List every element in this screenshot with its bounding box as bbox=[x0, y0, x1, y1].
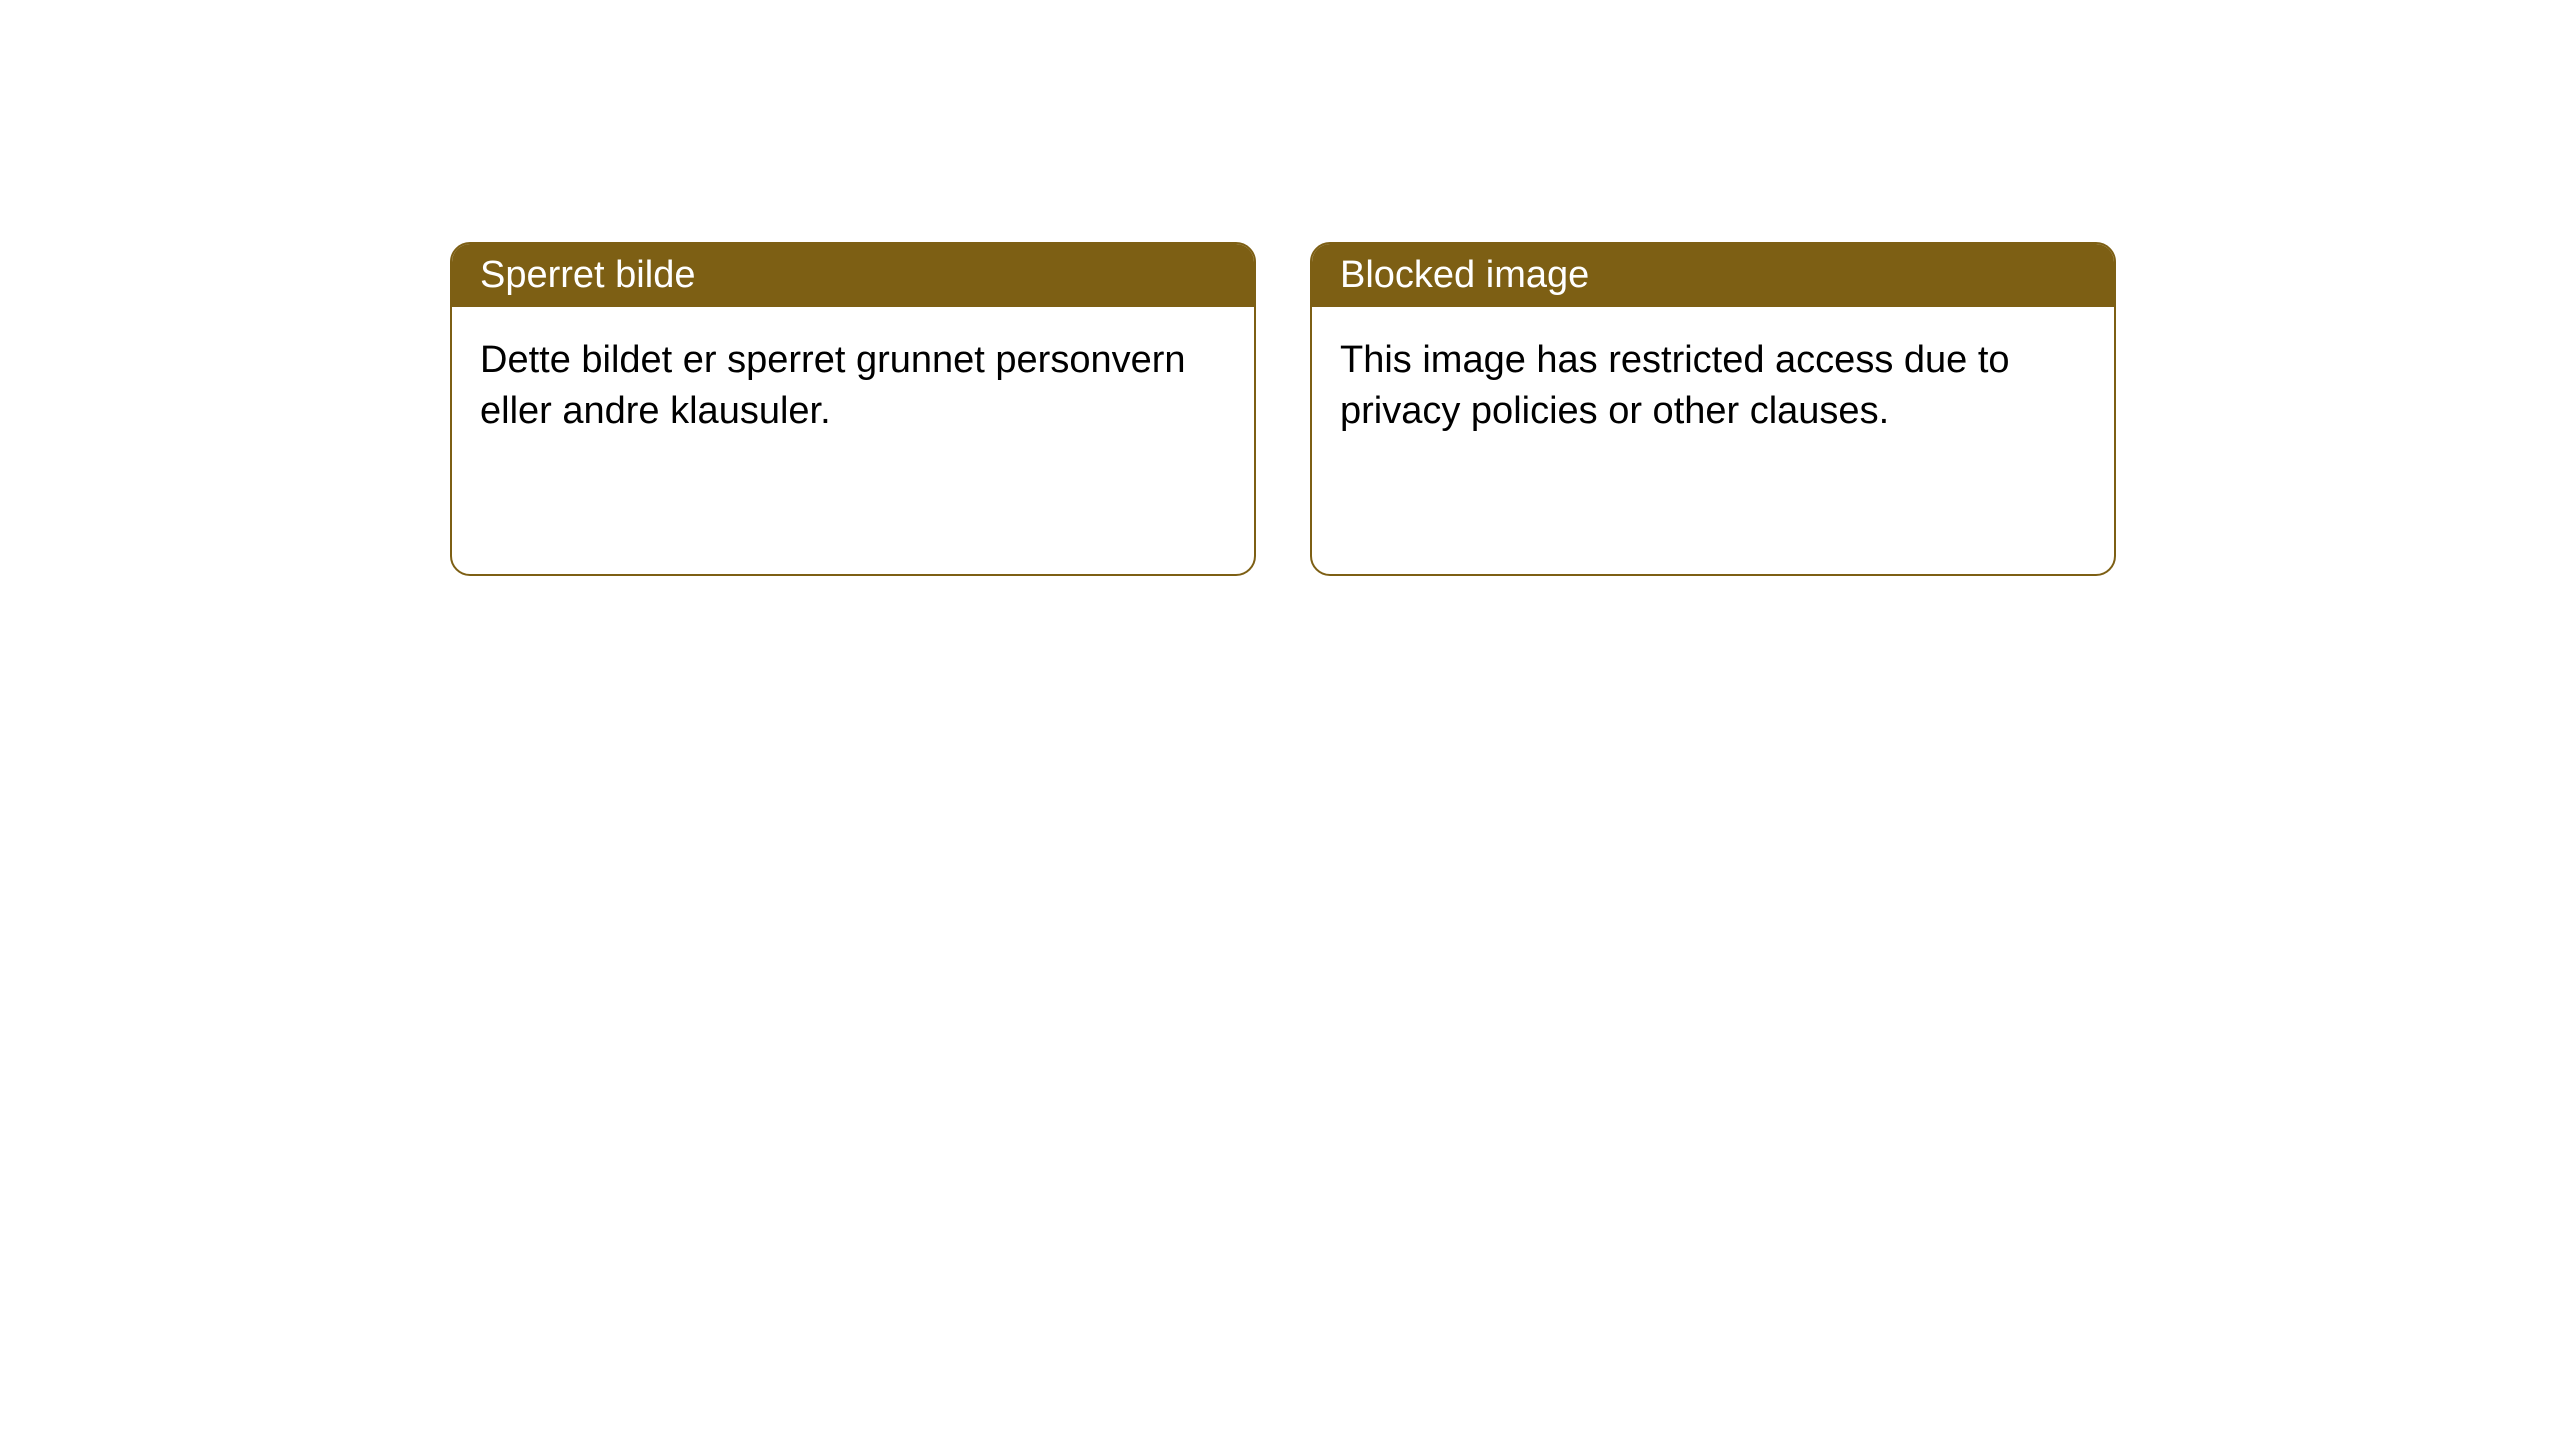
notice-cards-container: Sperret bilde Dette bildet er sperret gr… bbox=[450, 242, 2116, 576]
card-body: This image has restricted access due to … bbox=[1312, 307, 2114, 466]
card-header: Blocked image bbox=[1312, 244, 2114, 307]
card-body: Dette bildet er sperret grunnet personve… bbox=[452, 307, 1254, 466]
card-body-text: This image has restricted access due to … bbox=[1340, 339, 2010, 432]
card-title: Sperret bilde bbox=[480, 254, 695, 296]
notice-card-english: Blocked image This image has restricted … bbox=[1310, 242, 2116, 576]
card-body-text: Dette bildet er sperret grunnet personve… bbox=[480, 339, 1186, 432]
card-header: Sperret bilde bbox=[452, 244, 1254, 307]
notice-card-norwegian: Sperret bilde Dette bildet er sperret gr… bbox=[450, 242, 1256, 576]
card-title: Blocked image bbox=[1340, 254, 1589, 296]
